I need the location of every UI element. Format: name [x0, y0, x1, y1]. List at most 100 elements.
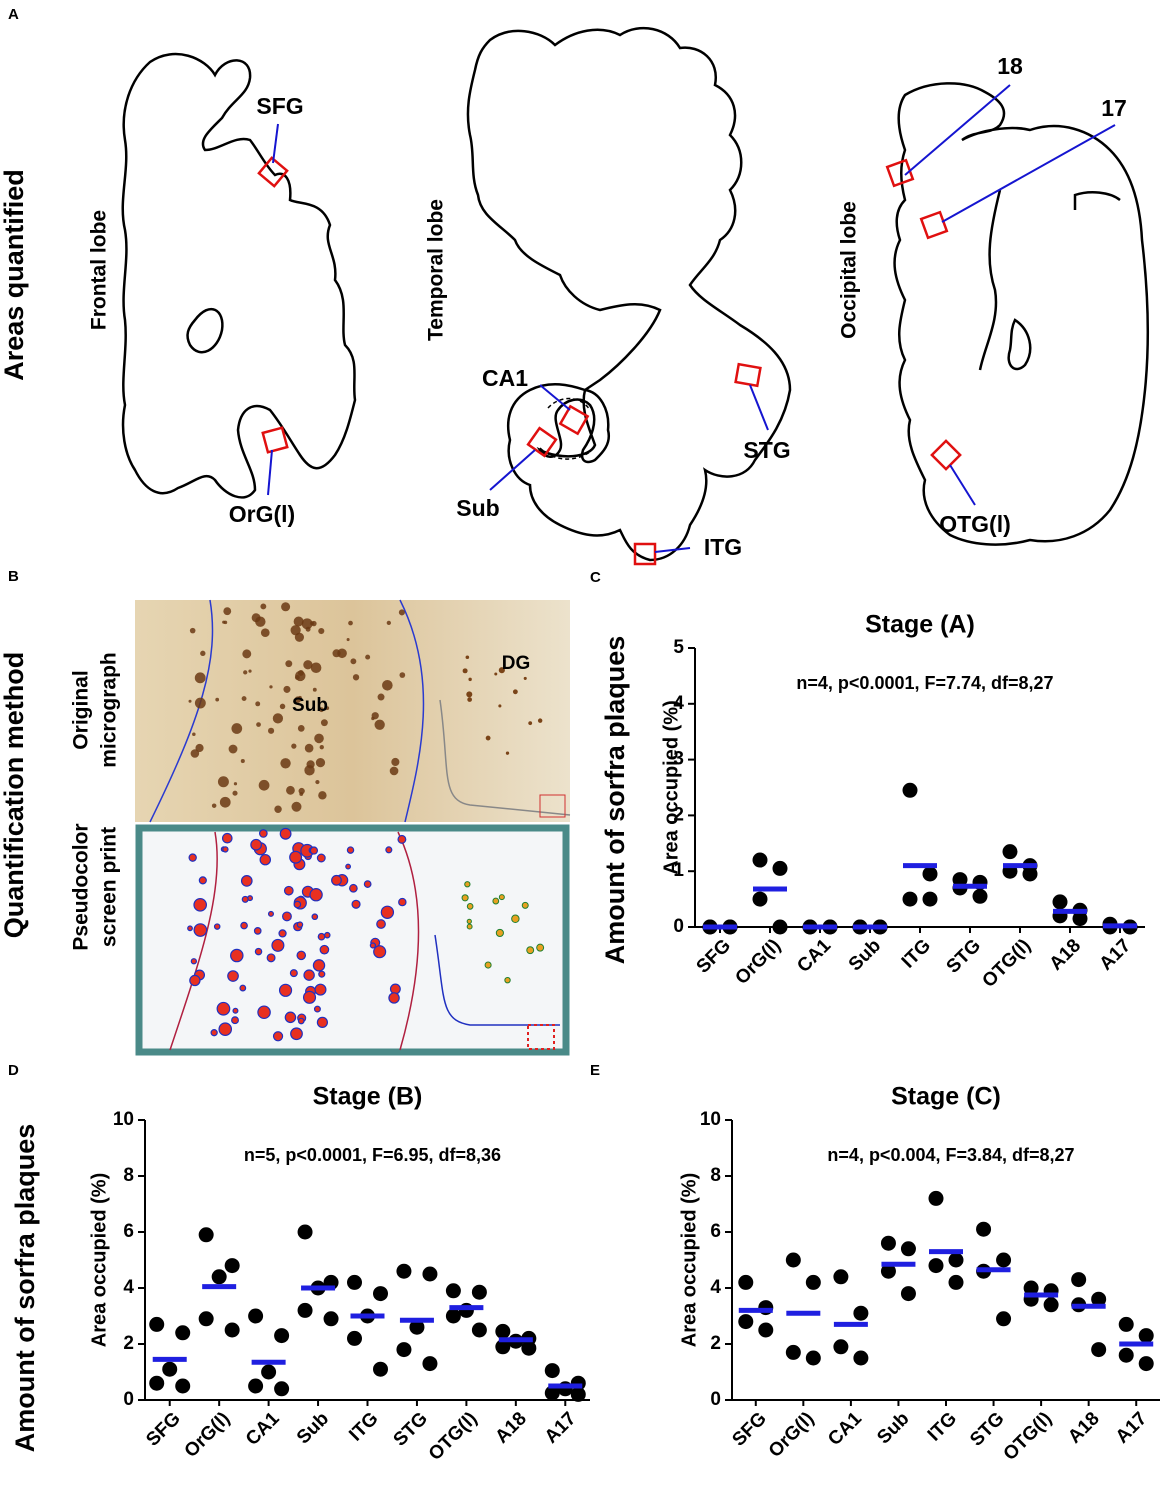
frontal-outline [121, 52, 357, 499]
pseudo-dot [221, 832, 233, 844]
x-tick-label: OrG(l) [731, 935, 785, 989]
pseudo-dot [297, 1017, 305, 1025]
stain-dot [286, 785, 295, 795]
stain-dot [468, 677, 472, 682]
stain-dot [398, 609, 405, 616]
pseudo-dot [218, 1022, 233, 1036]
pseudo-dot [363, 880, 372, 888]
y-tick-label: 3 [673, 749, 684, 770]
data-point [758, 1322, 774, 1338]
region-label: OrG(l) [229, 501, 295, 527]
stain-dot [291, 801, 302, 812]
pseudo-dot [283, 885, 294, 896]
data-point [948, 1274, 964, 1290]
lobe-label: Temporal lobe [425, 199, 448, 341]
x-tick-label: Sub [845, 935, 885, 975]
stain-dot [399, 672, 406, 678]
pseudo-dot [316, 1016, 329, 1028]
data-point [175, 1325, 191, 1341]
stain-dot [299, 792, 304, 796]
pseudo-dot [312, 959, 326, 972]
data-point [1022, 866, 1038, 882]
pseudo-dot [282, 911, 292, 922]
panel-label: C [590, 569, 601, 586]
pseudo-dot [290, 1027, 303, 1041]
data-point [805, 1350, 821, 1366]
pseudo-dot [536, 943, 545, 952]
image-label: DG [502, 653, 531, 674]
data-point [833, 1269, 849, 1285]
data-point [471, 1322, 487, 1338]
stain-dot [269, 685, 273, 689]
stain-dot [223, 607, 232, 616]
data-point [544, 1385, 560, 1401]
data-point [772, 919, 788, 935]
stain-dot [494, 672, 498, 676]
pseudo-dot [284, 1011, 297, 1024]
x-tick-label: SFG [728, 1408, 770, 1450]
data-point [976, 1221, 992, 1237]
stain-dot [498, 667, 505, 674]
data-point [373, 1286, 388, 1302]
stain-dot [260, 603, 267, 610]
pseudo-dot [309, 888, 323, 902]
stain-dot [294, 675, 300, 680]
data-point [900, 1241, 916, 1257]
pseudo-dot [279, 827, 292, 840]
data-point [445, 1283, 461, 1299]
pseudo-dot [369, 942, 377, 949]
data-point [495, 1323, 511, 1339]
pseudo-dot [213, 923, 221, 930]
stain-dot [232, 790, 238, 796]
data-point [162, 1361, 178, 1377]
stain-dot [320, 719, 328, 727]
data-point [1118, 1316, 1134, 1332]
data-point [833, 1339, 849, 1355]
data-point [323, 1311, 339, 1327]
pseudo-dot [266, 953, 276, 963]
data-point [396, 1263, 412, 1279]
pseudocolor-image [135, 824, 570, 1056]
pseudo-dot [259, 829, 268, 838]
x-tick-label: CA1 [793, 935, 835, 977]
x-tick-label: OTG(l) [978, 935, 1035, 992]
chart-title: Stage (C) [891, 1083, 1001, 1111]
data-point [1043, 1297, 1059, 1313]
data-point [274, 1381, 290, 1397]
pseudo-dot [293, 900, 302, 909]
pseudo-dot [351, 899, 361, 909]
pseudo-dot [240, 921, 248, 930]
y-tick-label: 1 [673, 860, 684, 881]
stain-dot [332, 649, 341, 658]
x-tick-label: ITG [898, 935, 935, 972]
pseudo-dot [188, 853, 197, 862]
pseudo-dot [198, 876, 207, 885]
pseudo-dot [259, 853, 272, 866]
stain-dot [242, 649, 252, 659]
pseudo-dot [380, 905, 395, 919]
stain-dot [189, 627, 196, 634]
data-point [224, 1322, 240, 1338]
stain-dot [365, 654, 371, 660]
stain-dot [303, 660, 313, 670]
pseudo-dot [189, 974, 201, 987]
pseudo-dot [222, 846, 229, 853]
x-tick-label: STG [966, 1408, 1008, 1450]
stain-dot [297, 724, 305, 732]
data-point [422, 1266, 438, 1282]
pseudo-dot [193, 923, 208, 937]
stain-dot [283, 685, 291, 693]
stain-dot [318, 627, 325, 635]
stain-dot [352, 674, 360, 681]
stain-dot [325, 706, 330, 711]
y-tick-label: 8 [123, 1165, 134, 1186]
data-point [880, 1263, 896, 1279]
stain-dot [285, 660, 293, 668]
y-tick-label: 2 [673, 804, 684, 825]
stain-dot [377, 693, 385, 701]
data-point [224, 1258, 240, 1274]
stain-dot [272, 713, 284, 724]
annotation: n=4, p<0.004, F=3.84, df=8,27 [827, 1145, 1074, 1165]
data-point [928, 1258, 944, 1274]
